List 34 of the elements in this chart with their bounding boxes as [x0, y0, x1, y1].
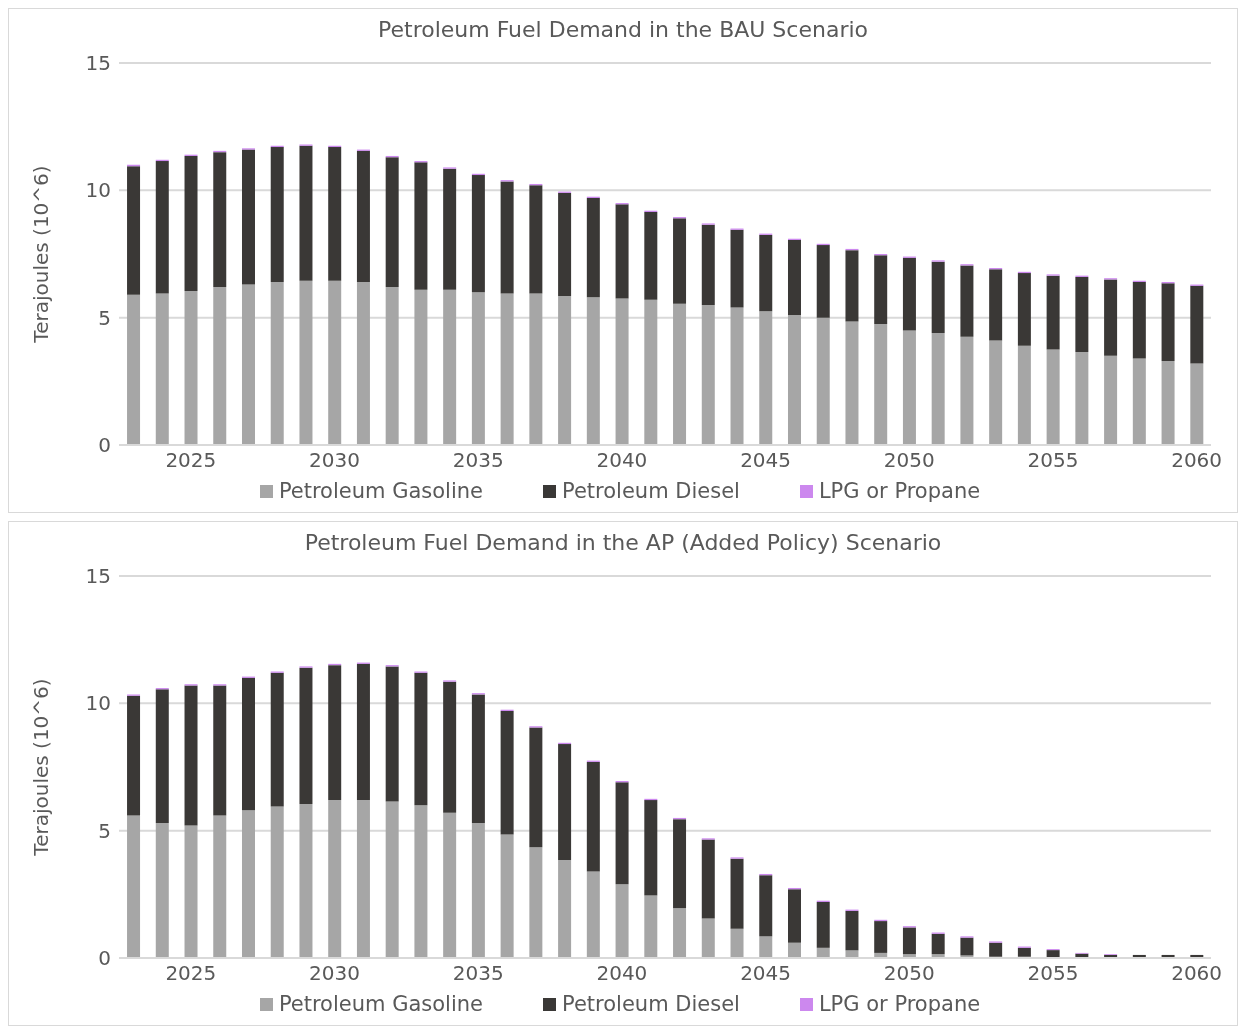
x-tick-label: 2050	[883, 961, 935, 986]
legend-label: Petroleum Diesel	[562, 992, 740, 1016]
x-tick-label: 2030	[309, 961, 360, 986]
x-tick-label: 2060	[1171, 961, 1223, 986]
x-tick-label: 2035	[452, 448, 504, 473]
x-tick-label: 2055	[1027, 448, 1079, 473]
y-axis-title: Terajoules (10^6)	[29, 678, 54, 857]
x-tick-label: 2045	[740, 448, 792, 473]
y-tick-label: 5	[98, 305, 111, 330]
y-axis-title: Terajoules (10^6)	[29, 165, 54, 344]
y-tick-label: 15	[85, 564, 111, 589]
x-tick-label: 2040	[596, 448, 648, 473]
legend-label: LPG or Propane	[818, 992, 981, 1016]
y-tick-label: 5	[98, 818, 111, 843]
y-tick-label: 0	[98, 946, 111, 971]
x-tick-label: 2050	[883, 448, 935, 473]
x-tick-label: 2040	[596, 961, 648, 986]
legend-label: Petroleum Gasoline	[278, 479, 483, 503]
y-tick-label: 0	[98, 433, 111, 458]
y-tick-label: 10	[85, 178, 111, 203]
legend-label: Petroleum Diesel	[562, 479, 740, 503]
y-tick-label: 15	[85, 51, 111, 76]
x-tick-label: 2045	[740, 961, 792, 986]
x-tick-label: 2035	[452, 961, 504, 986]
x-tick-label: 2055	[1027, 961, 1079, 986]
x-tick-label: 2030	[309, 448, 360, 473]
chart-title: Petroleum Fuel Demand in the BAU Scenario	[377, 16, 869, 44]
x-tick-label: 2060	[1171, 448, 1223, 473]
chart-title: Petroleum Fuel Demand in the AP (Added Policy) Scenario	[303, 529, 943, 557]
x-tick-label: 2025	[165, 448, 217, 473]
legend-label: LPG or Propane	[818, 479, 981, 503]
legend-label: Petroleum Gasoline	[278, 992, 483, 1016]
x-tick-label: 2025	[165, 961, 217, 986]
y-tick-label: 10	[85, 691, 111, 716]
